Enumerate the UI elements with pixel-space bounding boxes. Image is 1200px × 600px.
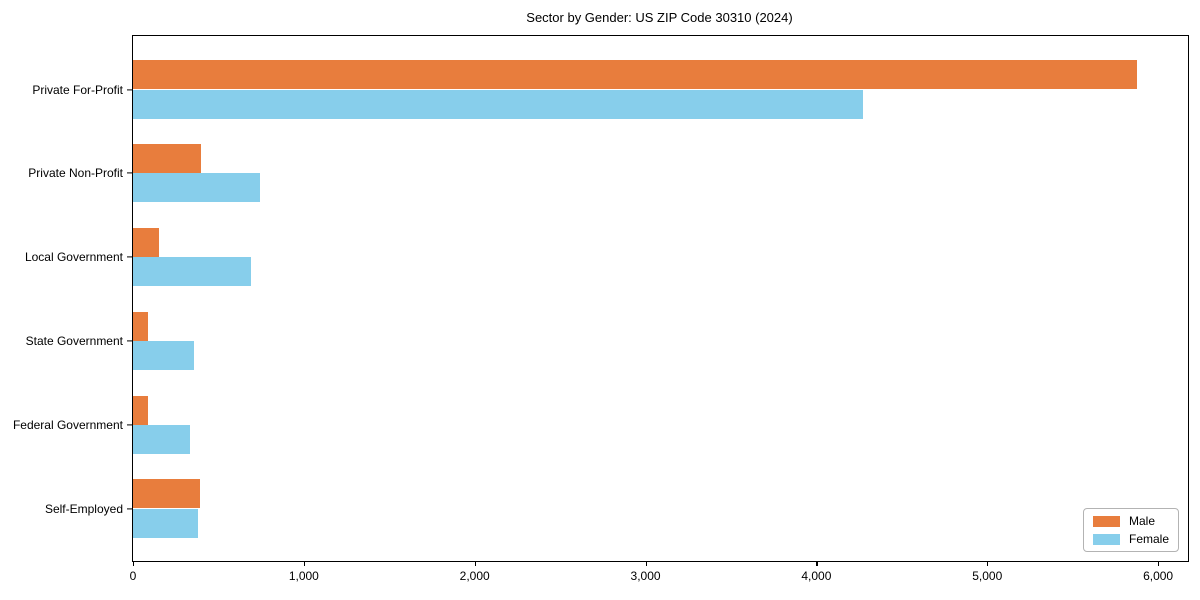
legend-swatch-female [1092,533,1120,545]
legend-label-male: Male [1128,514,1155,528]
x-tick-label-5000: 5,000 [972,569,1003,583]
x-tick-label-0: 0 [129,569,137,583]
bar-male-self-employed [133,479,201,509]
y-tick-label-local-government: Local Government [24,250,123,265]
y-tick-state-government [127,340,132,342]
x-tick-label-4000: 4,000 [801,569,832,583]
y-tick-local-government [127,256,132,258]
chart-title: Sector by Gender: US ZIP Code 30310 (202… [526,10,793,25]
legend-item-female: Female [1092,532,1169,546]
bar-male-federal-government [133,395,149,425]
legend-swatch-male [1092,515,1120,527]
bar-female-local-government [133,257,251,287]
plot-area: Private For-Profit Private Non-Profit Loca… [13,35,1189,583]
x-tick-label-3000: 3,000 [630,569,661,583]
legend-label-female: Female [1128,532,1169,546]
x-tick-label-6000: 6,000 [1143,569,1174,583]
bar-male-private-non-profit [133,144,202,174]
legend: Male Female [1082,508,1179,552]
x-tick-2000 [474,561,476,566]
bar-female-private-non-profit [133,173,261,203]
bar-male-state-government [133,311,148,341]
x-tick-1000 [303,561,306,566]
bar-female-private-for-profit [133,89,863,119]
y-tick-label-private-for-profit: Private For-Profit [32,82,123,97]
x-tick-0 [133,561,135,566]
x-tick-label-1000: 1,000 [288,569,319,583]
bar-male-private-for-profit [133,60,1137,90]
x-tick-label-2000: 2,000 [459,569,490,583]
x-tick-3000 [645,561,647,566]
legend-item-male: Male [1092,514,1169,528]
bar-female-state-government [133,340,194,371]
y-tick-federal-government [127,424,132,426]
x-tick-4000 [816,561,818,566]
y-tick-private-for-profit [127,88,132,91]
x-tick-5000 [987,561,989,566]
bar-male-local-government [133,227,160,258]
x-tick-6000 [1158,561,1160,566]
y-tick-label-federal-government: Federal Government [12,417,123,432]
y-tick-label-private-non-profit: Private Non-Profit [28,166,123,181]
y-tick-private-non-profit [127,172,132,174]
y-tick-label-state-government: State Government [25,333,123,348]
y-tick-label-self-employed: Self-Employed [44,501,123,516]
bar-female-self-employed [133,508,198,538]
bar-female-federal-government [133,424,191,454]
y-tick-self-employed [127,507,132,510]
